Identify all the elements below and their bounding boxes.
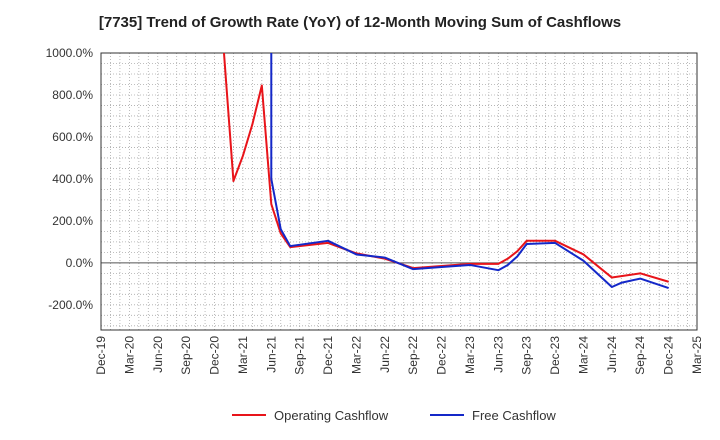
y-tick-label: 1000.0%: [46, 46, 94, 60]
x-tick-label: Jun-21: [264, 336, 278, 373]
x-tick-label: Dec-21: [321, 336, 335, 375]
x-tick-label: Mar-20: [122, 336, 136, 374]
x-tick-label: Sep-20: [179, 336, 193, 375]
y-tick-label: -200.0%: [48, 298, 93, 312]
x-tick-label: Dec-22: [435, 336, 449, 375]
x-tick-label: Dec-24: [662, 336, 676, 375]
x-tick-label: Dec-19: [94, 336, 108, 375]
x-tick-label: Sep-21: [293, 336, 307, 375]
x-tick-label: Dec-20: [208, 336, 222, 375]
y-tick-label: 400.0%: [52, 172, 93, 186]
legend-label: Free Cashflow: [472, 408, 556, 423]
x-tick-label: Mar-25: [690, 336, 704, 374]
y-tick-label: 800.0%: [52, 88, 93, 102]
x-tick-label: Jun-22: [378, 336, 392, 373]
plot-frame: [100, 52, 698, 331]
axes: 1000.0% 800.0% 600.0% 400.0% 200.0% 0.0% -200.…: [46, 46, 704, 375]
chart-title: [7735] Trend of Growth Rate (YoY) of 12-…: [98, 14, 622, 31]
series-line-free-cashflow: [270, 53, 669, 289]
legend: Operating Cashflow Free Cashflow: [232, 408, 556, 423]
x-tick-label: Mar-23: [463, 336, 477, 374]
x-tick-label: Mar-22: [349, 336, 363, 374]
x-tick-label: Sep-22: [406, 336, 420, 375]
x-tick-label: Jun-24: [605, 336, 619, 373]
grid: [101, 52, 697, 330]
y-tick-label: 200.0%: [52, 214, 93, 228]
y-tick-label: 0.0%: [66, 256, 94, 270]
x-tick-label: Jun-23: [491, 336, 505, 373]
x-tick-label: Mar-24: [576, 336, 590, 374]
series: [222, 53, 669, 289]
x-tick-label: Sep-23: [520, 336, 534, 375]
x-tick-label: Dec-23: [548, 336, 562, 375]
x-tick-label: Jun-20: [151, 336, 165, 373]
x-tick-label: Mar-21: [236, 336, 250, 374]
legend-label: Operating Cashflow: [274, 408, 389, 423]
series-line-operating-cashflow: [222, 53, 669, 283]
x-tick-label: Sep-24: [633, 336, 647, 375]
y-tick-label: 600.0%: [52, 130, 93, 144]
